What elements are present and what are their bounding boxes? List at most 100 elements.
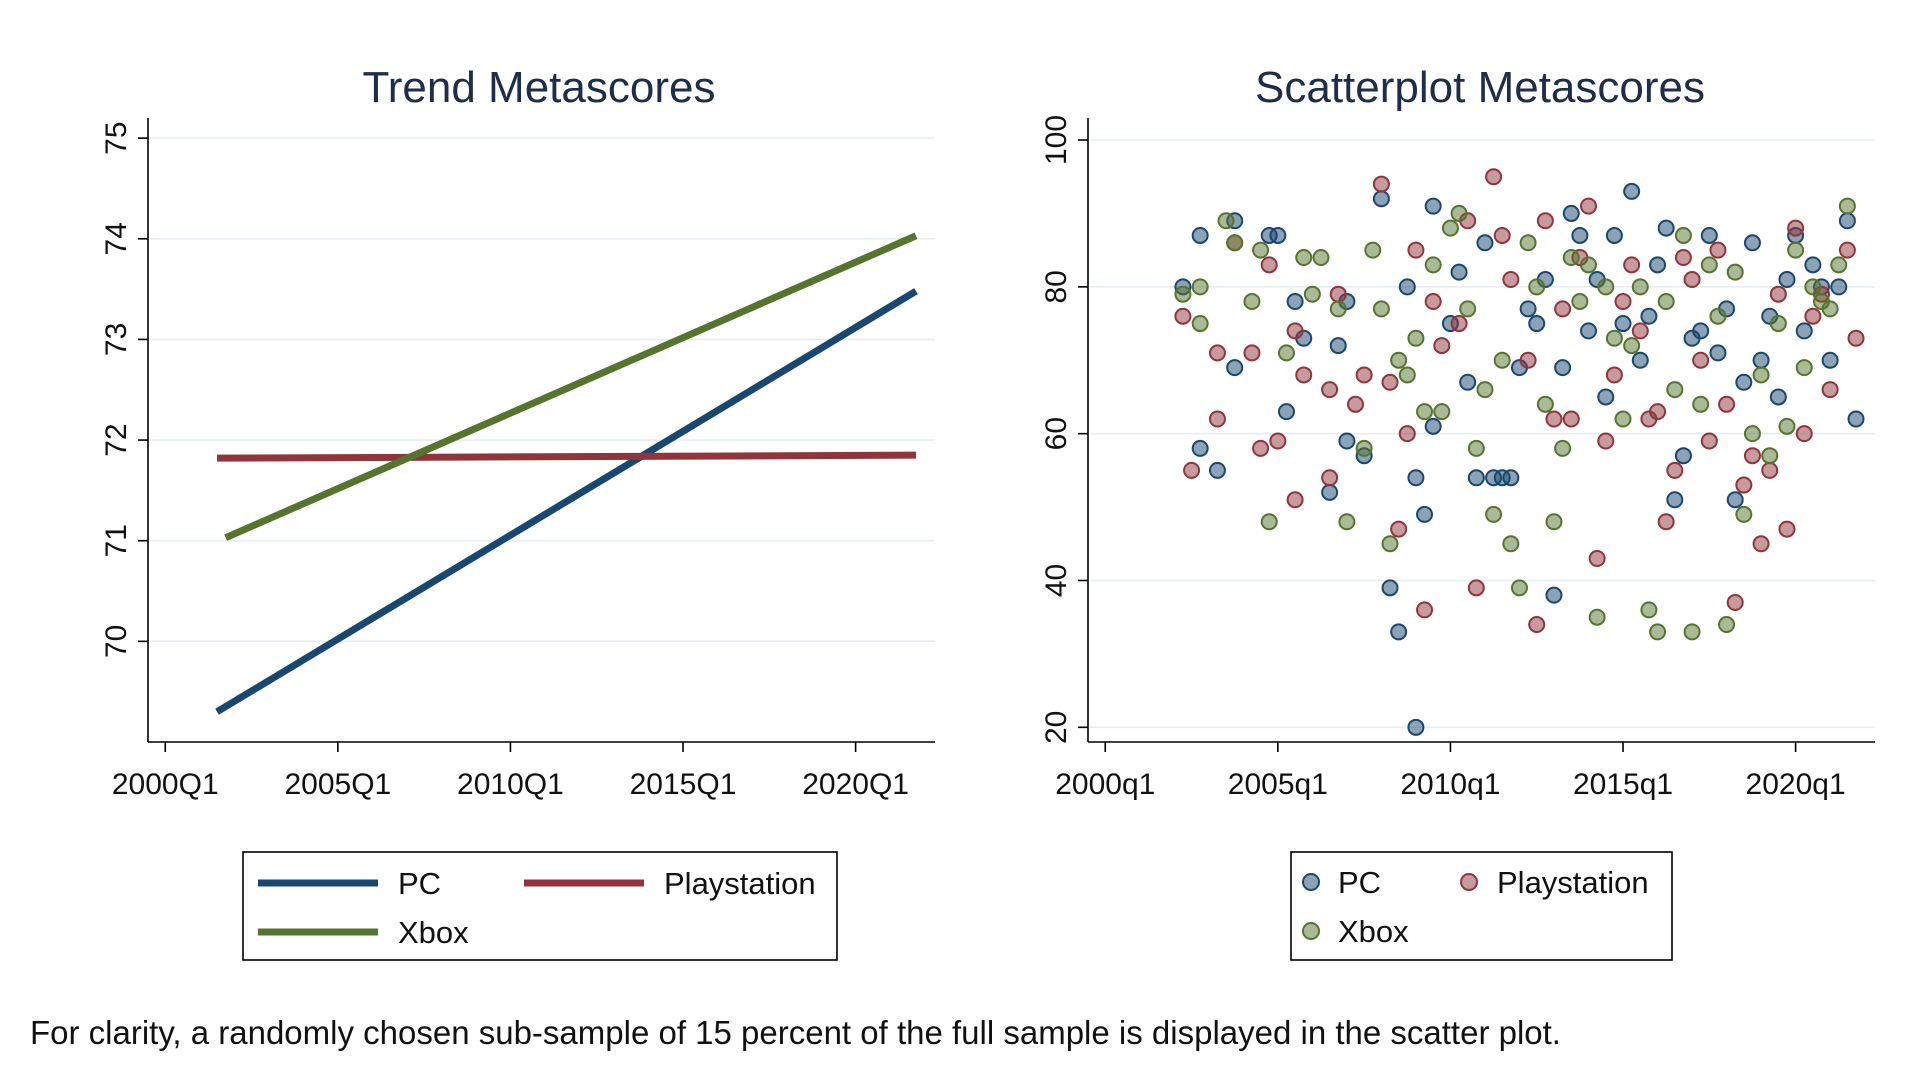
scatter-point-pc <box>1674 447 1692 465</box>
scatter-point-pc <box>1649 256 1667 274</box>
scatter-point-xbox <box>1571 293 1589 311</box>
scatter-point-pc <box>1726 491 1744 509</box>
scatter-point-playstation <box>1347 395 1365 413</box>
scatter-point-pc <box>1329 337 1347 355</box>
scatter-point-playstation <box>1700 432 1718 450</box>
scatter-point-xbox <box>1804 278 1822 296</box>
scatter-point-playstation <box>1519 351 1537 369</box>
scatter-point-pc <box>1476 234 1494 252</box>
scatter-point-playstation <box>1735 476 1753 494</box>
scatter-point-playstation <box>1485 168 1503 186</box>
scatter-point-xbox <box>1433 403 1451 421</box>
scatter-point-pc <box>1398 278 1416 296</box>
scatter-chart-points <box>1174 168 1865 736</box>
trend-line-xbox <box>224 232 918 541</box>
scatter-point-pc <box>1743 234 1761 252</box>
scatter-y-tick-label: 80 <box>1040 270 1073 303</box>
scatter-point-pc <box>1769 388 1787 406</box>
scatter-point-pc <box>1666 491 1684 509</box>
scatter-point-xbox <box>1226 234 1244 252</box>
scatter-point-xbox <box>1416 403 1434 421</box>
scatter-point-playstation <box>1761 461 1779 479</box>
scatter-point-xbox <box>1467 439 1485 457</box>
scatter-point-xbox <box>1795 359 1813 377</box>
scatter-point-playstation <box>1692 351 1710 369</box>
scatter-point-xbox <box>1243 293 1261 311</box>
scatter-y-tick-label: 20 <box>1040 711 1073 744</box>
trend-chart-axes <box>138 118 935 752</box>
scatter-point-playstation <box>1286 322 1304 340</box>
scatter-point-xbox <box>1649 623 1667 641</box>
trend-chart: Trend Metascores 70 71 72 73 74 75 2000Q1 2005Q… <box>100 63 935 801</box>
scatter-point-xbox <box>1614 410 1632 428</box>
scatter-point-pc <box>1571 226 1589 244</box>
scatter-point-playstation <box>1769 285 1787 303</box>
scatter-point-xbox <box>1830 256 1848 274</box>
scatter-point-xbox <box>1476 381 1494 399</box>
scatter-point-xbox <box>1312 248 1330 266</box>
scatter-point-xbox <box>1709 307 1727 325</box>
scatter-point-xbox <box>1778 417 1796 435</box>
legend-label-pc: PC <box>1338 865 1381 900</box>
scatter-point-pc <box>1467 469 1485 487</box>
scatter-point-playstation <box>1321 469 1339 487</box>
scatter-point-pc <box>1416 505 1434 523</box>
trend-y-tick-label: 75 <box>100 121 133 154</box>
scatter-point-xbox <box>1735 505 1753 523</box>
scatter-point-xbox <box>1743 425 1761 443</box>
legend-label-playstation: Playstation <box>1497 865 1649 900</box>
scatter-x-tick-label: 2000q1 <box>1055 768 1155 801</box>
scatter-point-xbox <box>1407 329 1425 347</box>
scatter-chart-title: Scatterplot Metascores <box>1255 63 1705 112</box>
scatter-point-playstation <box>1355 366 1373 384</box>
scatter-chart: Scatterplot Metascores 20 40 60 80 100 2000q1… <box>1040 63 1875 801</box>
scatter-point-pc <box>1277 403 1295 421</box>
scatter-point-playstation <box>1407 241 1425 259</box>
trend-chart-legend: PC Playstation Xbox <box>242 851 838 961</box>
scatter-point-xbox <box>1450 204 1468 222</box>
scatter-point-playstation <box>1424 293 1442 311</box>
scatter-point-pc <box>1269 226 1287 244</box>
scatter-point-pc <box>1640 307 1658 325</box>
scatter-point-pc <box>1191 439 1209 457</box>
scatter-point-pc <box>1692 322 1710 340</box>
scatter-point-playstation <box>1252 439 1270 457</box>
scatter-point-pc <box>1338 432 1356 450</box>
scatter-point-xbox <box>1372 300 1390 318</box>
scatter-point-playstation <box>1467 579 1485 597</box>
scatter-point-xbox <box>1562 248 1580 266</box>
scatter-point-playstation <box>1372 175 1390 193</box>
scatter-point-xbox <box>1605 329 1623 347</box>
scatter-point-xbox <box>1191 278 1209 296</box>
scatter-chart-axes <box>1078 118 1875 752</box>
scatter-point-xbox <box>1381 535 1399 553</box>
scatter-point-xbox <box>1441 219 1459 237</box>
scatter-point-xbox <box>1485 505 1503 523</box>
scatter-point-pc <box>1605 226 1623 244</box>
legend-key-playstation-marker <box>1460 873 1478 891</box>
trend-chart-series <box>215 232 918 715</box>
scatter-point-playstation <box>1718 395 1736 413</box>
trend-y-tick-label: 72 <box>100 423 133 456</box>
scatter-point-pc <box>1519 300 1537 318</box>
scatter-point-playstation <box>1614 293 1632 311</box>
scatter-point-playstation <box>1536 212 1554 230</box>
scatter-point-pc <box>1191 226 1209 244</box>
scatter-point-pc <box>1821 351 1839 369</box>
scatter-point-playstation <box>1183 461 1201 479</box>
scatter-point-pc <box>1700 226 1718 244</box>
scatter-point-pc <box>1381 579 1399 597</box>
scatter-point-pc <box>1709 344 1727 362</box>
scatter-point-playstation <box>1502 271 1520 289</box>
scatter-point-xbox <box>1277 344 1295 362</box>
scatter-point-playstation <box>1649 403 1667 421</box>
scatter-y-tick-label: 60 <box>1040 417 1073 450</box>
scatter-point-xbox <box>1519 234 1537 252</box>
scatter-point-xbox <box>1769 315 1787 333</box>
scatter-point-xbox <box>1597 278 1615 296</box>
scatter-point-pc <box>1407 469 1425 487</box>
scatter-point-pc <box>1657 219 1675 237</box>
scatter-point-pc <box>1830 278 1848 296</box>
legend-label-xbox: Xbox <box>1338 914 1409 949</box>
scatter-point-xbox <box>1536 395 1554 413</box>
